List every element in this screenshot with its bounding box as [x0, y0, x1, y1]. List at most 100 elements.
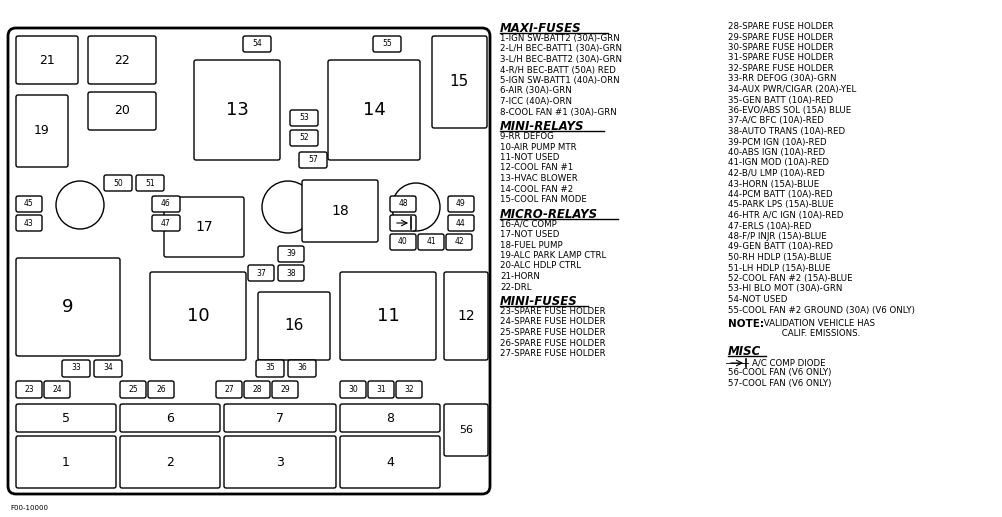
FancyBboxPatch shape: [164, 197, 243, 257]
Text: NOTE:: NOTE:: [727, 319, 764, 329]
Text: 6: 6: [166, 412, 173, 424]
Text: 11-NOT USED: 11-NOT USED: [500, 153, 559, 162]
FancyBboxPatch shape: [278, 246, 304, 262]
Text: 49-GEN BATT (10A)-RED: 49-GEN BATT (10A)-RED: [727, 242, 833, 251]
FancyBboxPatch shape: [340, 381, 366, 398]
Text: 8: 8: [386, 412, 394, 424]
FancyBboxPatch shape: [16, 258, 120, 356]
Text: 26-SPARE FUSE HOLDER: 26-SPARE FUSE HOLDER: [500, 339, 605, 347]
FancyBboxPatch shape: [16, 95, 68, 167]
Text: 39-PCM IGN (10A)-RED: 39-PCM IGN (10A)-RED: [727, 138, 826, 146]
Text: 37-A/C BFC (10A)-RED: 37-A/C BFC (10A)-RED: [727, 116, 823, 126]
Text: 11: 11: [376, 307, 399, 325]
Text: VALIDATION VEHICLE HAS: VALIDATION VEHICLE HAS: [761, 319, 874, 328]
FancyBboxPatch shape: [88, 36, 156, 84]
Text: 32-SPARE FUSE HOLDER: 32-SPARE FUSE HOLDER: [727, 64, 833, 73]
Text: 40: 40: [398, 237, 408, 247]
Text: 25-SPARE FUSE HOLDER: 25-SPARE FUSE HOLDER: [500, 328, 605, 337]
Text: F00-10000: F00-10000: [10, 505, 48, 511]
FancyBboxPatch shape: [215, 381, 241, 398]
Text: MICRO-RELAYS: MICRO-RELAYS: [500, 207, 597, 220]
FancyBboxPatch shape: [418, 234, 444, 250]
FancyBboxPatch shape: [444, 404, 488, 456]
Text: 10-AIR PUMP MTR: 10-AIR PUMP MTR: [500, 143, 576, 151]
Text: 52: 52: [299, 133, 309, 143]
Text: 45-PARK LPS (15A)-BLUE: 45-PARK LPS (15A)-BLUE: [727, 201, 833, 209]
FancyBboxPatch shape: [396, 381, 422, 398]
FancyBboxPatch shape: [136, 175, 164, 191]
FancyBboxPatch shape: [16, 36, 78, 84]
FancyBboxPatch shape: [152, 196, 179, 212]
Text: MAXI-FUSES: MAXI-FUSES: [500, 22, 581, 35]
Text: 42: 42: [454, 237, 463, 247]
FancyBboxPatch shape: [328, 60, 420, 160]
Text: 36-EVO/ABS SOL (15A) BLUE: 36-EVO/ABS SOL (15A) BLUE: [727, 106, 851, 115]
Text: 9-RR DEFOG: 9-RR DEFOG: [500, 132, 553, 141]
FancyBboxPatch shape: [88, 92, 156, 130]
Text: 23: 23: [24, 385, 34, 393]
Text: 13: 13: [225, 101, 248, 119]
FancyBboxPatch shape: [104, 175, 132, 191]
FancyBboxPatch shape: [446, 234, 472, 250]
FancyBboxPatch shape: [340, 404, 440, 432]
Text: 52-COOL FAN #2 (15A)-BLUE: 52-COOL FAN #2 (15A)-BLUE: [727, 274, 852, 283]
Text: 21-HORN: 21-HORN: [500, 272, 539, 281]
Text: 51-LH HDLP (15A)-BLUE: 51-LH HDLP (15A)-BLUE: [727, 264, 830, 272]
Text: 12-COOL FAN #1: 12-COOL FAN #1: [500, 163, 573, 173]
Text: 10: 10: [186, 307, 209, 325]
Text: 5: 5: [62, 412, 70, 424]
FancyBboxPatch shape: [340, 436, 440, 488]
FancyBboxPatch shape: [272, 381, 298, 398]
Text: 38: 38: [286, 268, 296, 278]
Text: 18-FUEL PUMP: 18-FUEL PUMP: [500, 240, 562, 250]
Text: MINI-FUSES: MINI-FUSES: [500, 295, 577, 308]
Text: 31: 31: [376, 385, 386, 393]
Text: 30: 30: [348, 385, 358, 393]
Text: 35: 35: [265, 363, 275, 373]
Text: 37: 37: [256, 268, 266, 278]
FancyBboxPatch shape: [223, 436, 336, 488]
Text: 53: 53: [299, 114, 309, 123]
FancyBboxPatch shape: [120, 381, 146, 398]
Text: 7-ICC (40A)-ORN: 7-ICC (40A)-ORN: [500, 97, 571, 106]
Circle shape: [392, 183, 440, 231]
Text: 29-SPARE FUSE HOLDER: 29-SPARE FUSE HOLDER: [727, 33, 833, 41]
FancyBboxPatch shape: [256, 360, 284, 377]
FancyBboxPatch shape: [150, 272, 245, 360]
FancyBboxPatch shape: [120, 404, 219, 432]
Text: 34: 34: [103, 363, 113, 373]
FancyBboxPatch shape: [247, 265, 274, 281]
Text: 6-AIR (30A)-GRN: 6-AIR (30A)-GRN: [500, 86, 571, 96]
Text: 27: 27: [224, 385, 233, 393]
FancyBboxPatch shape: [290, 110, 318, 126]
Text: 20-ALC HDLP CTRL: 20-ALC HDLP CTRL: [500, 262, 580, 270]
FancyBboxPatch shape: [120, 436, 219, 488]
Text: 12: 12: [457, 309, 474, 323]
Text: 16-A/C COMP: 16-A/C COMP: [500, 220, 556, 229]
Text: 26: 26: [156, 385, 165, 393]
Text: 9: 9: [62, 298, 74, 316]
Text: 57: 57: [308, 156, 318, 164]
Text: 28: 28: [252, 385, 262, 393]
Text: 41: 41: [426, 237, 436, 247]
Text: 14-COOL FAN #2: 14-COOL FAN #2: [500, 185, 573, 193]
FancyBboxPatch shape: [148, 381, 173, 398]
Text: 1-IGN SW-BATT2 (30A)-GRN: 1-IGN SW-BATT2 (30A)-GRN: [500, 34, 619, 43]
Text: 4-R/H BEC-BATT (50A) RED: 4-R/H BEC-BATT (50A) RED: [500, 66, 615, 74]
FancyBboxPatch shape: [299, 152, 327, 168]
FancyBboxPatch shape: [8, 28, 490, 494]
FancyBboxPatch shape: [44, 381, 70, 398]
Text: 53-HI BLO MOT (30A)-GRN: 53-HI BLO MOT (30A)-GRN: [727, 284, 842, 294]
Text: 49: 49: [456, 200, 465, 208]
FancyBboxPatch shape: [223, 404, 336, 432]
FancyBboxPatch shape: [302, 180, 378, 242]
Text: 31-SPARE FUSE HOLDER: 31-SPARE FUSE HOLDER: [727, 53, 833, 63]
Text: 41-IGN MOD (10A)-RED: 41-IGN MOD (10A)-RED: [727, 159, 829, 168]
Text: 1: 1: [62, 455, 70, 468]
FancyBboxPatch shape: [243, 381, 270, 398]
FancyBboxPatch shape: [340, 272, 436, 360]
Text: 50: 50: [113, 178, 123, 188]
Text: 15-COOL FAN MODE: 15-COOL FAN MODE: [500, 195, 586, 204]
Text: 19: 19: [34, 125, 50, 138]
FancyBboxPatch shape: [193, 60, 280, 160]
